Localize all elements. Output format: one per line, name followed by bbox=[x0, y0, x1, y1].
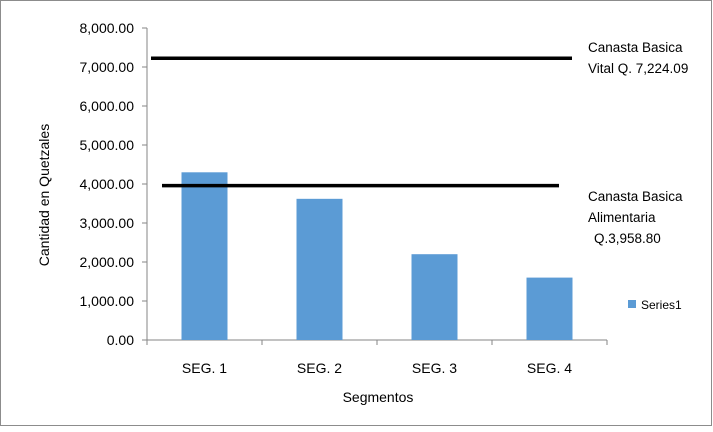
bar-1 bbox=[181, 172, 228, 340]
x-tick-label: SEG. 3 bbox=[412, 360, 457, 376]
x-axis-title: Segmentos bbox=[343, 389, 414, 405]
legend-swatch bbox=[628, 300, 636, 308]
annotations: Canasta Basica Vital Q. 7,224.09 Canasta B… bbox=[588, 40, 688, 246]
x-axis-ticks: SEG. 1 SEG. 2 SEG. 3 SEG. 4 bbox=[146, 340, 608, 376]
y-tick-label: 2,000.00 bbox=[80, 254, 135, 270]
bar-4 bbox=[526, 277, 573, 340]
reference-line-label: Canasta Basica bbox=[588, 40, 683, 55]
x-tick-label: SEG. 4 bbox=[527, 360, 572, 376]
reference-line-label: Vital Q. 7,224.09 bbox=[588, 61, 688, 76]
reference-lines bbox=[151, 56, 572, 188]
x-tick-label: SEG. 2 bbox=[297, 360, 342, 376]
y-tick-label: 1,000.00 bbox=[80, 293, 135, 309]
y-tick-label: 6,000.00 bbox=[80, 98, 135, 114]
y-tick-label: 8,000.00 bbox=[80, 20, 135, 36]
y-tick-label: 3,000.00 bbox=[80, 215, 135, 231]
y-axis-ticks: 0.00 1,000.00 2,000.00 3,000.00 4,000.00 5,00… bbox=[80, 20, 147, 348]
reference-line-label: Q.3,958.80 bbox=[594, 231, 661, 246]
y-tick-label: 7,000.00 bbox=[80, 59, 135, 75]
bars-group bbox=[181, 172, 573, 340]
legend: Series1 bbox=[628, 298, 682, 312]
x-tick-label: SEG. 1 bbox=[182, 360, 227, 376]
legend-label: Series1 bbox=[641, 298, 682, 312]
y-tick-label: 4,000.00 bbox=[80, 176, 135, 192]
y-axis-title: Cantidad en Quetzales bbox=[36, 124, 52, 266]
plot-area: SEG. 1 SEG. 2 SEG. 3 SEG. 4 bbox=[146, 28, 608, 376]
y-tick-label: 0.00 bbox=[107, 332, 134, 348]
reference-line-label: Canasta Basica bbox=[588, 189, 683, 204]
reference-line-label: Alimentaria bbox=[588, 210, 656, 225]
y-tick-label: 5,000.00 bbox=[80, 137, 135, 153]
bar-3 bbox=[411, 254, 458, 340]
bar-2 bbox=[296, 198, 343, 340]
